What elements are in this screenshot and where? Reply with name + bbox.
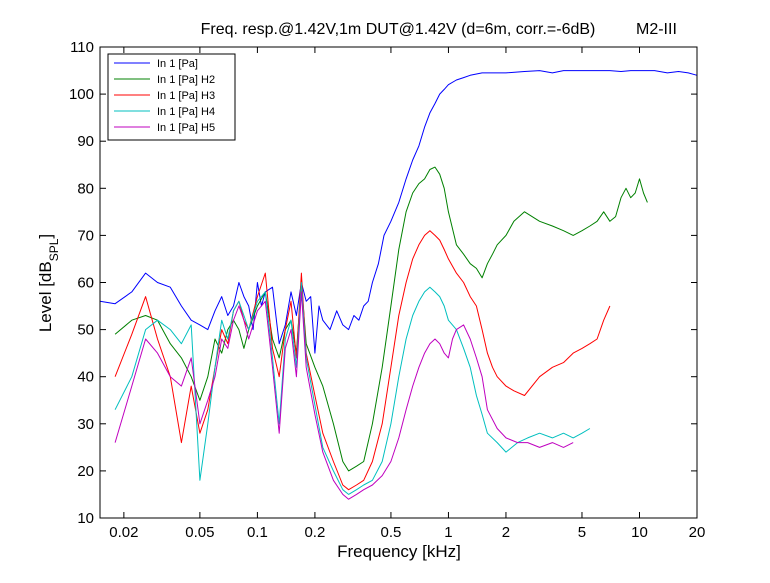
y-axis-label: Level [dBSPL] — [36, 234, 61, 332]
y-axis-label-main: Level [dB — [36, 261, 55, 332]
x-tick-label: 2 — [502, 524, 510, 541]
legend-items: In 1 [Pa] In 1 [Pa] H2 In 1 [Pa] H3 In 1 [P… — [114, 58, 215, 134]
x-axis-label: Frequency [kHz] — [337, 542, 461, 561]
x-tick-label: 0.5 — [381, 524, 402, 541]
legend-box — [107, 53, 236, 141]
legend-label-1: In 1 [Pa] — [157, 58, 198, 70]
x-tick-label: 20 — [689, 524, 706, 541]
chart-title: Freq. resp.@1.42V,1m DUT@1.42V (d=6m, co… — [201, 21, 596, 38]
y-axis-label-sub: SPL — [47, 238, 61, 261]
x-tick-label: 1 — [444, 524, 452, 541]
y-tick-label: 30 — [77, 416, 94, 433]
legend-label-3: In 1 [Pa] H3 — [157, 90, 215, 102]
y-tick-label: 100 — [69, 86, 94, 103]
y-tick-label: 80 — [77, 180, 94, 197]
y-tick-label: 40 — [77, 369, 94, 386]
series-line-3 — [114, 230, 611, 491]
x-tick-label: 0.02 — [109, 524, 138, 541]
x-tick-label: 0.2 — [304, 524, 325, 541]
x-tick-label: 10 — [631, 524, 648, 541]
y-tick-label: 10 — [77, 510, 94, 527]
x-tick-label: 0.1 — [247, 524, 268, 541]
y-tick-label: 70 — [77, 227, 94, 244]
y-tick-label: 50 — [77, 322, 94, 339]
x-tick-label: 5 — [578, 524, 586, 541]
tick-layer: 0.02 0.05 0.1 0.2 0.5 1 2 5 10 20 10 20 30 40 50 60 70 80… — [69, 39, 705, 541]
series-line-4 — [114, 282, 591, 495]
legend: In 1 [Pa] In 1 [Pa] H2 In 1 [Pa] H3 In 1 [P… — [107, 53, 236, 141]
series-line-1 — [99, 70, 698, 354]
x-tick-label: 0.05 — [185, 524, 214, 541]
series-line-2 — [114, 166, 648, 472]
y-axis-label-end: ] — [36, 234, 55, 239]
y-tick-label: 20 — [77, 463, 94, 480]
legend-label-4: In 1 [Pa] H4 — [157, 106, 215, 118]
y-tick-label: 60 — [77, 275, 94, 292]
legend-label-2: In 1 [Pa] H2 — [157, 74, 215, 86]
series-layer — [99, 70, 698, 500]
y-tick-label: 90 — [77, 133, 94, 150]
series-line-5 — [114, 291, 574, 500]
legend-label-5: In 1 [Pa] H5 — [157, 122, 215, 134]
y-tick-label: 110 — [70, 39, 94, 56]
chart-subtitle: M2-III — [636, 21, 677, 38]
